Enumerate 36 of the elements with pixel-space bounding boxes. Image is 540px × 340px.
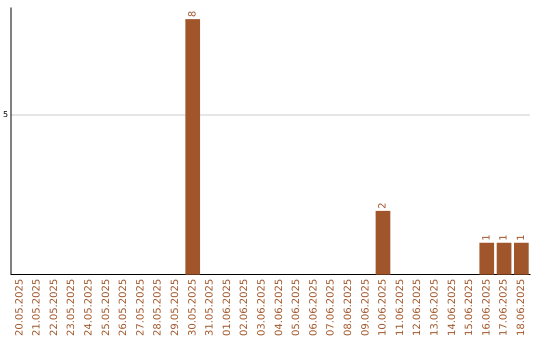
x-tick-label: 01.06.2025: [222, 278, 233, 336]
x-tick-label: 11.06.2025: [394, 278, 406, 336]
x-tick-label: 10.06.2025: [378, 278, 389, 336]
x-tick-label: 17.06.2025: [498, 278, 510, 336]
x-tick-label: 29.05.2025: [170, 278, 182, 336]
x-tick-label: 07.06.2025: [326, 278, 337, 336]
data-label: 8: [187, 10, 198, 18]
x-tick-label: 31.05.2025: [204, 278, 216, 336]
x-tick-label: 26.05.2025: [118, 278, 130, 336]
x-tick-label: 05.06.2025: [291, 278, 302, 336]
data-label: 1: [498, 234, 510, 241]
x-tick-label: 28.05.2025: [152, 278, 164, 336]
x-tick-label: 18.06.2025: [516, 278, 527, 336]
x-tick-label: 23.05.2025: [66, 278, 78, 336]
x-tick-label: 15.06.2025: [464, 278, 476, 336]
x-tick-label: 08.06.2025: [342, 278, 354, 336]
x-tick-label: 04.06.2025: [274, 278, 285, 336]
x-tick-label: 22.05.2025: [48, 278, 60, 336]
data-label: 1: [481, 234, 492, 241]
x-tick-label: 14.06.2025: [446, 278, 458, 336]
x-tick-label: 27.05.2025: [135, 278, 146, 336]
data-label: 2: [378, 202, 389, 209]
x-tick-label: 25.05.2025: [100, 278, 112, 336]
x-tick-label: 06.06.2025: [308, 278, 320, 336]
x-tick-label: 09.06.2025: [360, 278, 372, 336]
data-label: 1: [516, 234, 527, 241]
x-tick-label: 30.05.2025: [187, 278, 198, 336]
x-tick-label: 02.06.2025: [239, 278, 250, 336]
x-tick-label: 24.05.2025: [84, 278, 95, 336]
x-tick-label: 13.06.2025: [429, 278, 440, 336]
x-tick-label: 16.06.2025: [481, 278, 492, 336]
x-tick-label: 03.06.2025: [256, 278, 268, 336]
x-tick-label: 12.06.2025: [412, 278, 424, 336]
y-tick-label: 5: [2, 110, 8, 120]
x-tick-label: 21.05.2025: [32, 278, 43, 336]
x-tick-label: 20.05.2025: [14, 278, 26, 336]
